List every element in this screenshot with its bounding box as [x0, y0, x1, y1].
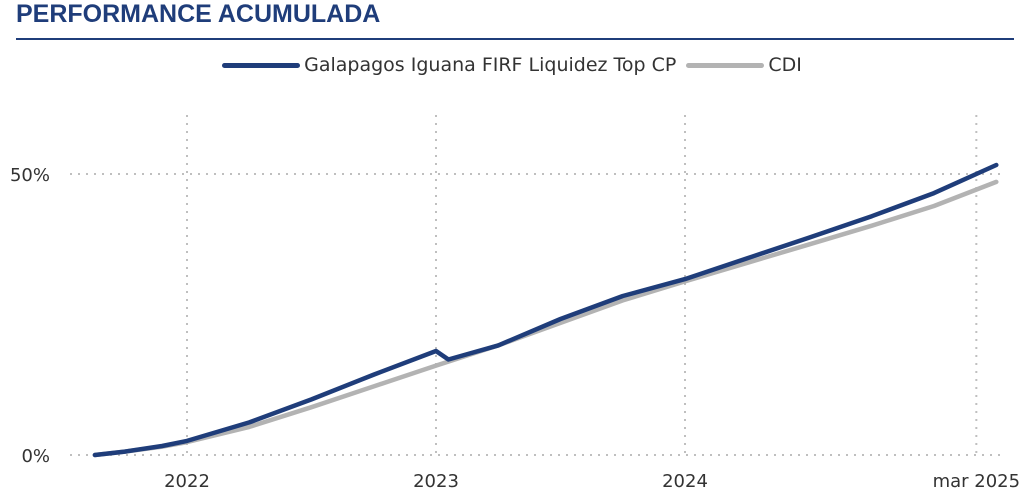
x-tick-label: mar 2025	[933, 471, 1021, 492]
series-line-fund	[92, 162, 999, 458]
legend-item-cdi: CDI	[686, 54, 802, 76]
legend-item-fund: Galapagos Iguana FIRF Liquidez Top CP	[222, 54, 676, 76]
chart-legend: Galapagos Iguana FIRF Liquidez Top CP CD…	[0, 50, 1024, 80]
series-line-cdi	[92, 179, 999, 458]
chart-title: PERFORMANCE ACUMULADA	[16, 0, 381, 28]
x-tick-label: 2024	[662, 471, 708, 492]
legend-label-cdi: CDI	[768, 54, 802, 76]
legend-label-fund: Galapagos Iguana FIRF Liquidez Top CP	[304, 54, 677, 76]
legend-swatch-cdi	[686, 62, 765, 68]
y-tick-label: 0%	[21, 446, 50, 467]
x-tick-label: 2022	[164, 471, 210, 492]
title-underline	[16, 38, 1014, 40]
x-tick-label: 2023	[413, 471, 459, 492]
legend-swatch-fund	[222, 62, 301, 68]
y-tick-label: 50%	[10, 165, 50, 186]
